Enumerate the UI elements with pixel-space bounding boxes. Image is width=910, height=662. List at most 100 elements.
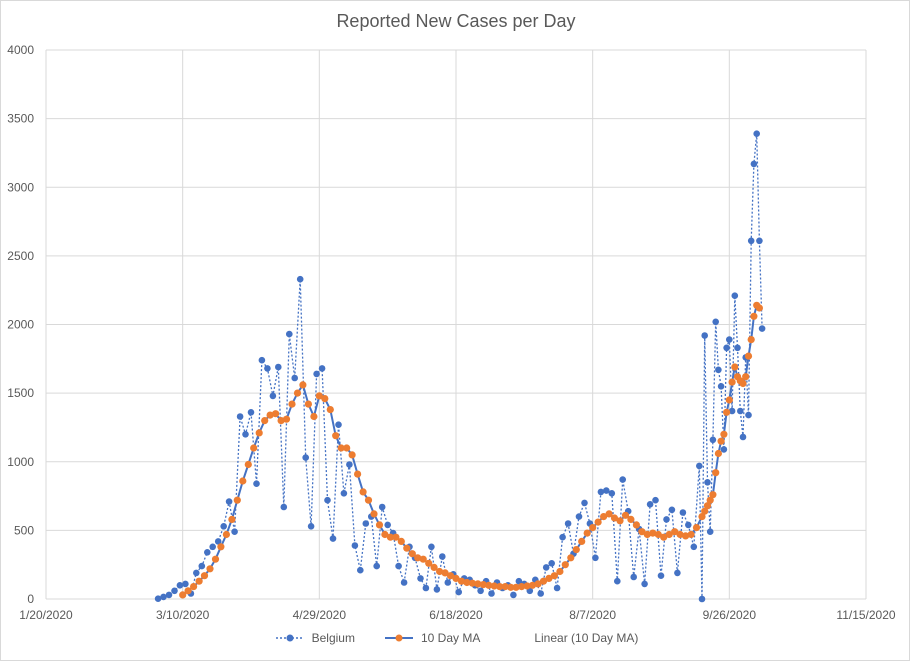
ma-point [463,578,471,587]
belgium-point [559,533,566,541]
ma-point [337,444,345,452]
ma-point [706,496,714,504]
ma-point [744,352,753,360]
ma-point [512,583,520,591]
ma-point [698,513,706,521]
ma-point [671,528,679,536]
belgium-point [422,584,430,592]
ma-point [299,381,307,389]
series-10-day-ma [179,301,764,599]
belgium-point [357,566,364,574]
belgium-point [313,370,320,378]
ma-point [725,396,733,404]
x-tick-label: 9/26/2020 [703,608,757,622]
ma-point [386,533,394,541]
ma-point [293,389,302,397]
ma-point [222,530,230,539]
ma-point [200,572,209,580]
ma-point [310,412,318,421]
ma-point [550,572,559,580]
axis-labels: 0 500 1000 1500 2000 2500 3000 3500 4000 1/20/202… [7,43,896,622]
ma-point [266,411,274,419]
ma-point [211,555,220,563]
belgium-point [198,562,206,570]
ma-point [665,530,673,539]
ma-point [687,530,695,539]
belgium-point [685,521,692,529]
belgium-point [575,513,583,520]
belgium-point [362,520,370,527]
belgium-point [296,275,304,283]
belgium-line [157,133,763,600]
belgium-point [553,584,561,592]
belgium-point [592,554,599,562]
ma-point [408,550,416,558]
belgium-point [247,409,255,416]
ma-point [479,581,487,589]
belgium-point [477,587,484,595]
belgium-point [674,569,681,577]
ma-point [501,583,509,591]
y-tick-label: 0 [27,592,34,606]
ma-point [403,544,411,552]
ma-point [315,392,323,400]
belgium-point [193,569,200,577]
belgium-point [709,436,717,444]
ma-point [709,491,717,499]
legend-marker-belgium [275,634,304,642]
ma-point [332,432,340,440]
belgium-point [417,575,424,582]
ma-point [359,488,367,496]
ma-point [750,312,758,320]
ma-line [182,303,761,596]
ma-point [233,496,241,504]
belgium-point [756,237,763,245]
ma-point [179,591,187,599]
ma-point [539,577,548,585]
y-tick-label: 2500 [7,249,34,263]
ma-point [583,529,591,537]
belgium-point [739,433,747,441]
ma-point [676,530,684,539]
x-tick-label: 11/15/2020 [836,608,895,622]
belgium-point [750,160,758,168]
ma-point [545,574,553,583]
ma-point [600,513,608,521]
ma-point [414,554,422,562]
belgium-point [236,413,244,420]
belgium-point [712,318,719,326]
belgium-point [269,392,277,400]
ma-point [712,469,720,477]
belgium-point [745,411,752,419]
ma-point [747,336,755,344]
belgium-point [646,501,654,508]
ma-point [370,510,378,518]
belgium-point [668,506,676,514]
belgium-point [597,488,605,496]
ma-point [261,417,269,425]
ma-point [496,583,504,591]
ma-point [739,379,747,388]
ma-point [701,507,709,515]
belgium-point [747,237,755,245]
belgium-point [204,549,211,556]
belgium-point [444,579,452,586]
ma-point [654,530,662,539]
belgium-point [698,595,706,603]
belgium-point [663,516,670,523]
ma-point [518,583,526,591]
belgium-point [400,579,408,586]
ma-point [184,587,192,595]
ma-point [348,451,356,459]
belgium-point [690,543,698,551]
belgium-point [258,356,266,364]
ma-point [692,524,701,532]
legend-item-belgium: Belgium [274,631,355,645]
ma-point [621,511,630,519]
belgium-point [182,580,189,588]
y-tick-label: 1500 [7,386,34,400]
ma-point [682,532,690,540]
belgium-point [378,503,386,511]
ma-point [731,363,739,371]
